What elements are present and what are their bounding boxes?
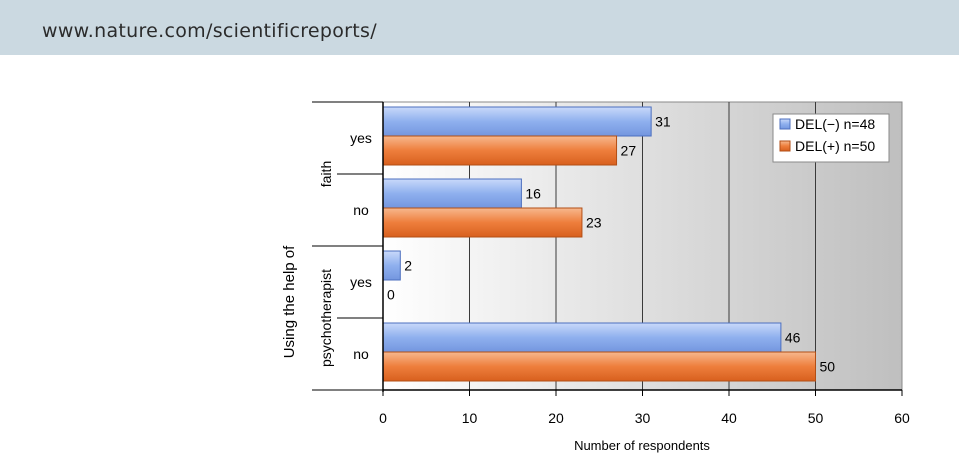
- group-label: psychotherapist: [318, 269, 334, 367]
- x-tick-label: 40: [721, 410, 737, 426]
- legend-swatch: [779, 118, 791, 130]
- x-tick-labels: 0 10 20 30 40 50 60: [379, 410, 910, 426]
- legend: DEL(−) n=48 DEL(+) n=50: [772, 113, 890, 163]
- site-header: www.nature.com/scientificreports/: [0, 0, 959, 55]
- category-label: no: [353, 346, 369, 362]
- value-label: 31: [655, 114, 671, 130]
- value-label: 0: [387, 287, 395, 303]
- x-tick-label: 10: [462, 410, 478, 426]
- x-tick-label: 30: [635, 410, 651, 426]
- bar: [382, 178, 522, 209]
- chart: 31 16 2 46 27 23 0 50 0 10 20 30 40 50 60 yes no yes no …: [0, 55, 959, 462]
- value-label: 46: [785, 330, 801, 346]
- bar: [382, 322, 782, 353]
- axes: [312, 101, 903, 396]
- legend-box: [772, 113, 890, 163]
- bar: [382, 135, 618, 166]
- category-label: yes: [350, 274, 372, 290]
- group-labels: faith psychotherapist: [318, 161, 334, 367]
- x-tick-label: 60: [894, 410, 910, 426]
- legend-label: DEL(−) n=48: [795, 116, 875, 132]
- bar: [382, 250, 401, 281]
- x-tick-label: 0: [379, 410, 387, 426]
- bar: [382, 351, 816, 382]
- x-tick-label: 50: [808, 410, 824, 426]
- value-label: 2: [404, 258, 412, 274]
- x-axis-title: Number of respondents: [574, 438, 710, 453]
- bar: [382, 207, 583, 238]
- value-label: 23: [586, 215, 602, 231]
- x-tick-label: 20: [548, 410, 564, 426]
- legend-swatch: [779, 140, 791, 152]
- value-label: 50: [820, 359, 836, 375]
- category-label: no: [353, 202, 369, 218]
- group-label: faith: [318, 161, 334, 187]
- legend-label: DEL(+) n=50: [795, 138, 875, 154]
- category-label: yes: [350, 130, 372, 146]
- category-labels: yes no yes no: [350, 130, 372, 362]
- value-label: 16: [525, 186, 541, 202]
- y-axis-title: Using the help of: [281, 245, 298, 358]
- value-label: 27: [621, 143, 637, 159]
- value-labels: 31 16 2 46 27 23 0 50: [387, 114, 835, 375]
- bar: [382, 106, 652, 137]
- site-url[interactable]: www.nature.com/scientificreports/: [42, 20, 377, 42]
